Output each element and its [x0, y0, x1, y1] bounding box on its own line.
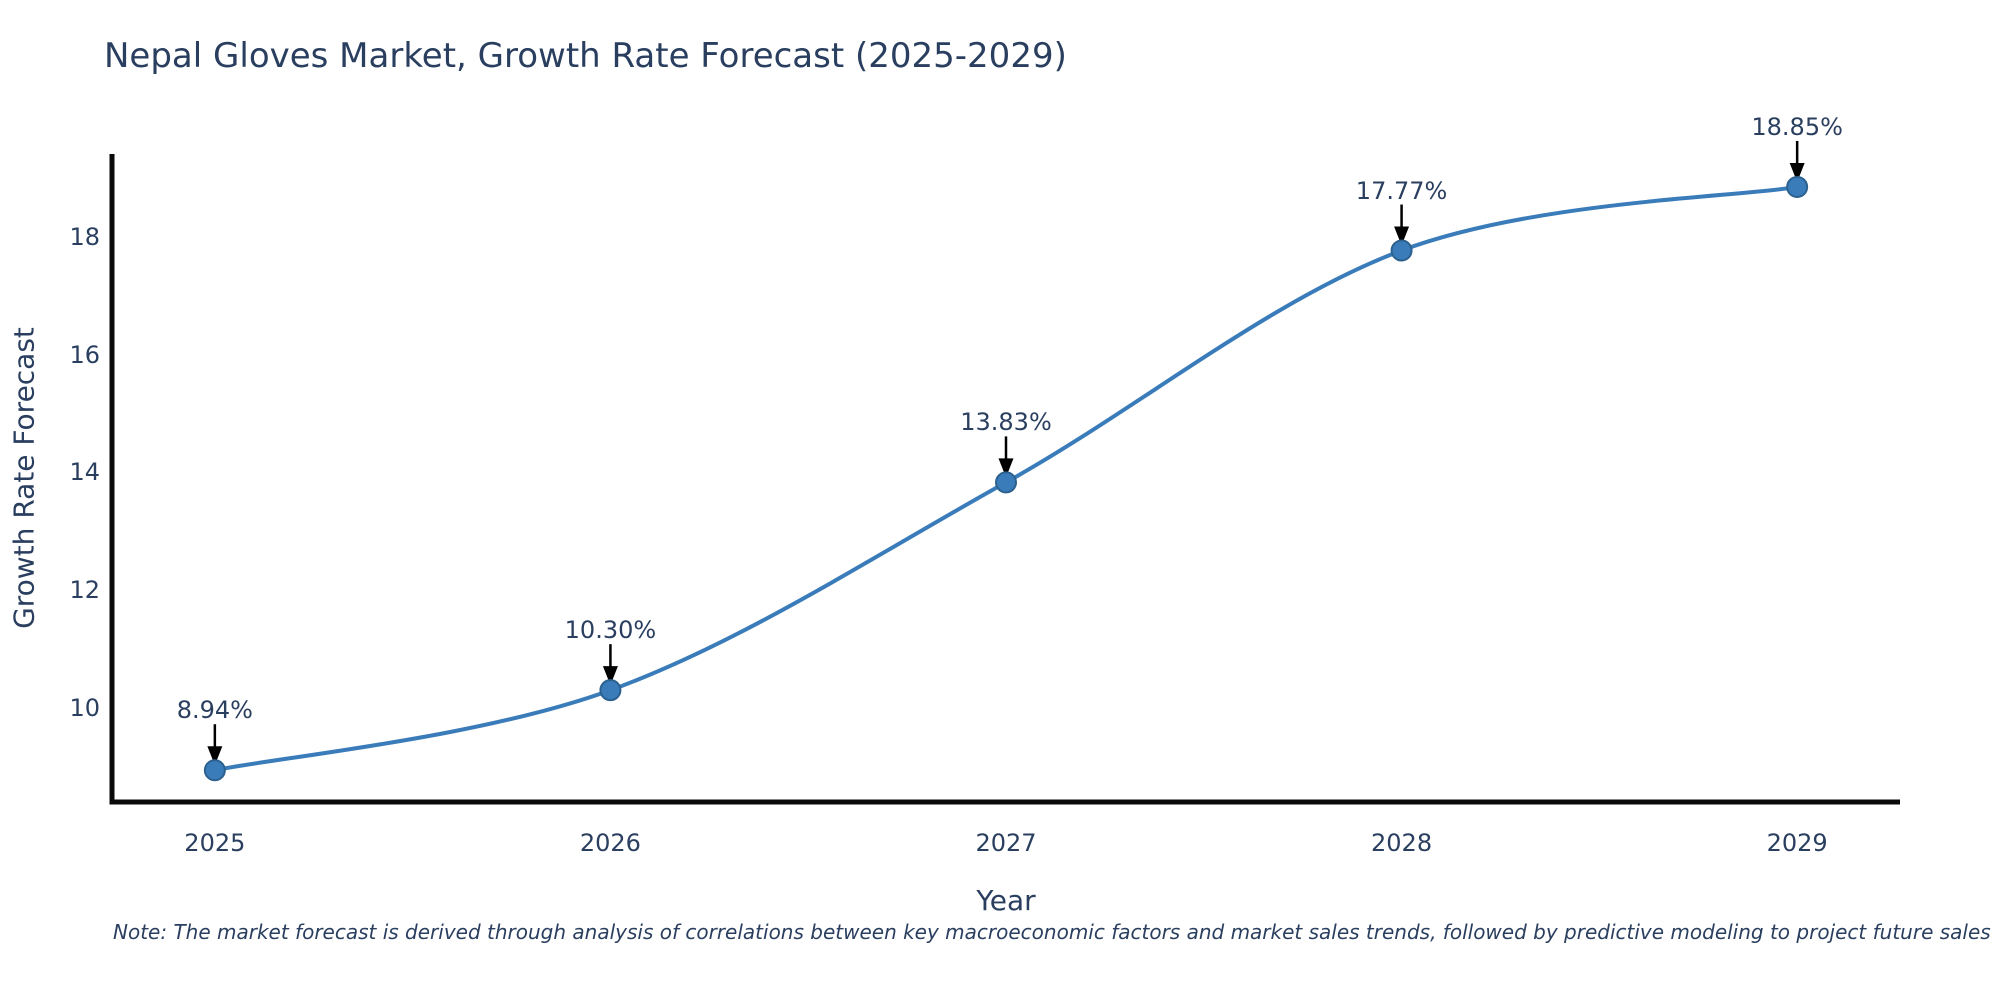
x-tick-label: 2028 — [1371, 829, 1433, 857]
data-point-label: 8.94% — [176, 696, 253, 725]
data-point-label: 13.83% — [960, 408, 1052, 437]
data-point-marker[interactable] — [599, 679, 622, 702]
data-point-marker[interactable] — [1786, 175, 1809, 198]
y-tick-label: 10 — [69, 693, 100, 722]
x-tick-label: 2027 — [975, 829, 1037, 857]
annotation-arrowhead — [1789, 162, 1805, 182]
y-tick-label: 12 — [69, 576, 100, 605]
data-point-marker[interactable] — [1390, 239, 1413, 262]
data-point-label: 10.30% — [564, 616, 657, 645]
annotation-arrowhead — [602, 666, 618, 686]
chart-title: Nepal Gloves Market, Growth Rate Forecas… — [104, 36, 1067, 76]
x-tick-label: 2025 — [184, 829, 246, 857]
x-tick-label: 2029 — [1766, 829, 1828, 857]
x-tick-label: 2026 — [579, 829, 641, 857]
y-axis-title: Growth Rate Forecast — [7, 327, 41, 629]
annotation-arrowhead — [998, 458, 1014, 478]
data-point-label: 17.77% — [1355, 176, 1448, 205]
data-point-marker[interactable] — [203, 759, 226, 782]
x-axis-title: Year — [976, 884, 1036, 917]
data-point-label: 18.85% — [1751, 112, 1843, 141]
annotation-arrowhead — [1394, 226, 1410, 246]
y-tick-label: 16 — [69, 340, 100, 369]
data-point-marker[interactable] — [995, 471, 1017, 494]
footnote: Note: The market forecast is derived thr… — [113, 920, 1991, 944]
y-tick-label: 18 — [69, 222, 100, 251]
annotation-arrowhead — [207, 746, 223, 766]
y-tick-label: 14 — [69, 458, 100, 487]
